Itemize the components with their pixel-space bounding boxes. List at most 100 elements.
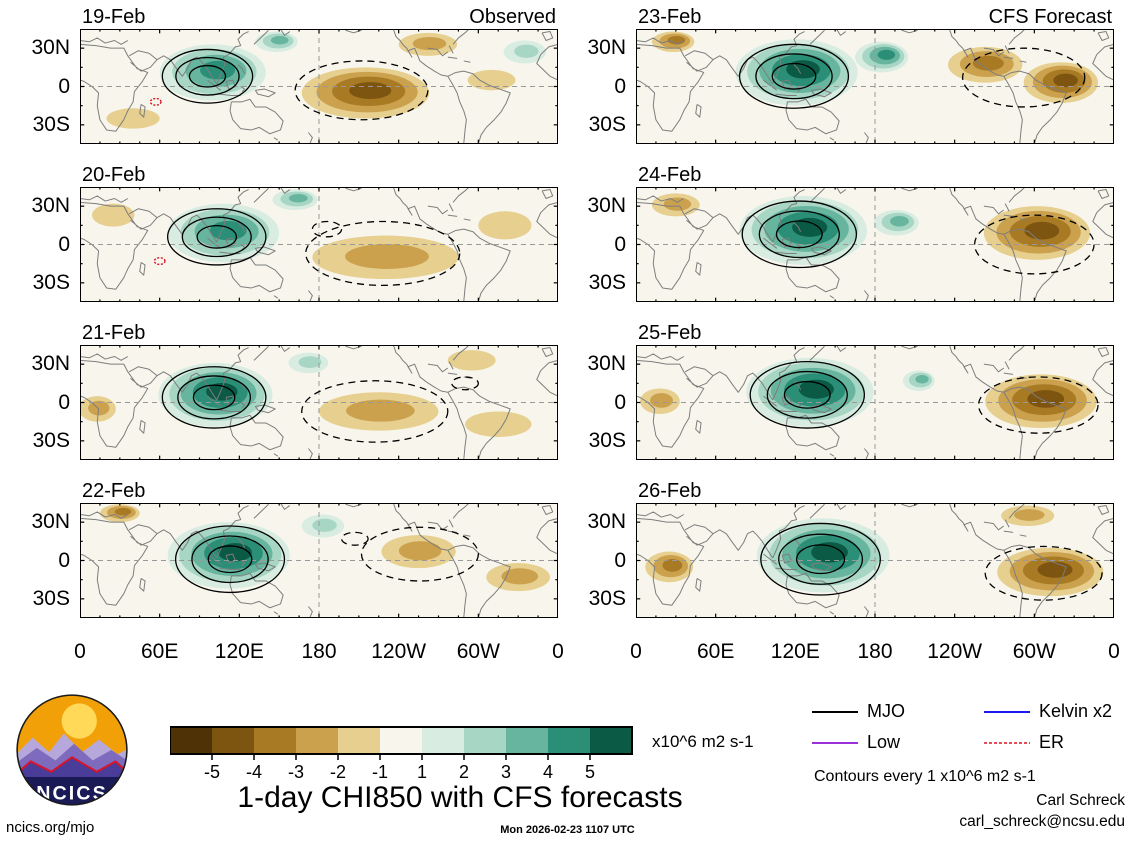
map-canvas	[80, 187, 558, 302]
panel-date-label: 23-Feb	[638, 6, 702, 28]
y-tick-label: 30N	[587, 510, 626, 534]
x-tick-label: 60E	[140, 640, 179, 663]
y-axis-labels: 30N 0 30S	[2, 29, 80, 144]
logo-sun-icon	[61, 703, 97, 739]
legend-item-mjo: MJO	[812, 696, 984, 727]
y-tick-label: 30N	[31, 36, 70, 60]
svg-text:4: 4	[543, 762, 553, 782]
map-22-Feb	[80, 503, 558, 618]
ncics-logo: NCICS	[16, 694, 128, 806]
colorbar-unit-label: x10^6 m2 s-1	[652, 732, 754, 751]
map-19-Feb	[80, 29, 558, 144]
x-tick-label: 120W	[927, 640, 983, 663]
y-tick-label: 0	[614, 548, 626, 572]
y-tick-label: 0	[614, 74, 626, 98]
map-canvas	[636, 29, 1114, 144]
logo-ridge-line	[17, 756, 127, 777]
svg-text:1: 1	[417, 762, 427, 782]
y-axis-labels: 30N 0 30S	[558, 29, 636, 144]
svg-text:-1: -1	[372, 762, 388, 782]
y-tick-label: 30N	[587, 352, 626, 376]
y-axis-labels: 30N 0 30S	[558, 503, 636, 618]
y-tick-label: 30S	[588, 428, 626, 452]
panel-header: 19-Feb Observed	[80, 6, 558, 29]
panel-header: 21-Feb	[80, 322, 558, 345]
y-tick-label: 30N	[587, 36, 626, 60]
svg-text:-5: -5	[204, 762, 220, 782]
svg-text:-4: -4	[246, 762, 262, 782]
x-tick-label: 120E	[770, 640, 820, 663]
map-canvas	[80, 29, 558, 144]
map-canvas	[80, 503, 558, 618]
contour-interval-note: Contours every 1 x10^6 m2 s-1	[814, 768, 1036, 785]
x-axis-labels: 0 60E 120E 180 120W 60W 0	[630, 638, 1120, 664]
map-23-Feb	[636, 29, 1114, 144]
y-tick-label: 0	[614, 390, 626, 414]
legend-item-kelvin-x2: Kelvin x2	[984, 696, 1135, 727]
site-url: ncics.org/mjo	[6, 819, 95, 836]
map-panel-block: 20-Feb 30N 0 30S	[2, 164, 558, 302]
credit-email: carl_schreck@ncsu.edu	[959, 813, 1125, 830]
y-tick-label: 30S	[32, 270, 70, 294]
panel-header: 26-Feb	[636, 480, 1114, 503]
panel-source-label: CFS Forecast	[988, 6, 1112, 28]
map-25-Feb	[636, 345, 1114, 460]
legend-line-icon	[984, 741, 1030, 744]
y-tick-label: 30S	[588, 586, 626, 610]
x-tick-label: 120E	[214, 640, 264, 663]
panel-date-label: 24-Feb	[638, 164, 702, 186]
legend-line-icon	[812, 741, 858, 744]
panel-date-label: 25-Feb	[638, 322, 702, 344]
y-tick-label: 30S	[32, 428, 70, 452]
legend-item-er: ER	[984, 727, 1135, 758]
panel-row: 30N 0 30S	[558, 187, 1114, 302]
map-20-Feb	[80, 187, 558, 302]
y-axis-labels: 30N 0 30S	[558, 187, 636, 302]
x-tick-label: 60W	[456, 640, 500, 663]
map-panel-block: 22-Feb 30N 0 30S	[2, 480, 558, 618]
legend-item-low: Low	[812, 727, 984, 758]
svg-text:-3: -3	[288, 762, 304, 782]
y-tick-label: 30S	[32, 112, 70, 136]
y-tick-label: 30N	[587, 194, 626, 218]
maps-grid: 19-Feb Observed 30N 0 30S 20-Feb 30N 0 30S 21-Feb…	[2, 0, 1135, 664]
credits: Carl Schreck carl_schreck@ncsu.edu	[959, 790, 1125, 832]
map-canvas	[636, 503, 1114, 618]
x-axis-labels: 0 60E 120E 180 120W 60W 0	[74, 638, 564, 664]
svg-text:-2: -2	[330, 762, 346, 782]
panel-date-label: 19-Feb	[82, 6, 146, 28]
legend-label: Kelvin x2	[1039, 701, 1113, 721]
panel-row: 30N 0 30S	[2, 503, 558, 618]
x-tick-label: 180	[301, 640, 337, 663]
observed-column: 19-Feb Observed 30N 0 30S 20-Feb 30N 0 30S 21-Feb…	[2, 6, 564, 664]
svg-text:2: 2	[459, 762, 469, 782]
svg-text:5: 5	[585, 762, 595, 782]
map-panel-block: 26-Feb 30N 0 30S	[558, 480, 1114, 618]
panel-row: 30N 0 30S	[558, 503, 1114, 618]
panel-source-label: Observed	[469, 6, 556, 28]
y-tick-label: 30N	[31, 352, 70, 376]
legend-label: MJO	[867, 701, 905, 721]
panel-row: 30N 0 30S	[2, 187, 558, 302]
map-26-Feb	[636, 503, 1114, 618]
y-axis-labels: 30N 0 30S	[2, 503, 80, 618]
x-tick-label: 120W	[371, 640, 427, 663]
y-axis-labels: 30N 0 30S	[558, 345, 636, 460]
contour-legend: MJO Kelvin x2 Low ER	[812, 696, 1135, 758]
map-canvas	[636, 187, 1114, 302]
panel-header: 20-Feb	[80, 164, 558, 187]
map-canvas	[636, 345, 1114, 460]
panel-date-label: 22-Feb	[82, 480, 146, 502]
map-panel-block: 23-Feb CFS Forecast 30N 0 30S	[558, 6, 1114, 144]
panel-date-label: 21-Feb	[82, 322, 146, 344]
legend-label: Low	[867, 732, 901, 752]
y-tick-label: 0	[58, 74, 70, 98]
panel-row: 30N 0 30S	[2, 29, 558, 144]
panel-header: 22-Feb	[80, 480, 558, 503]
x-tick-label: 0	[630, 640, 642, 663]
y-axis-labels: 30N 0 30S	[2, 345, 80, 460]
y-tick-label: 30S	[588, 112, 626, 136]
y-tick-label: 0	[58, 232, 70, 256]
y-tick-label: 30S	[588, 270, 626, 294]
panel-date-label: 20-Feb	[82, 164, 146, 186]
